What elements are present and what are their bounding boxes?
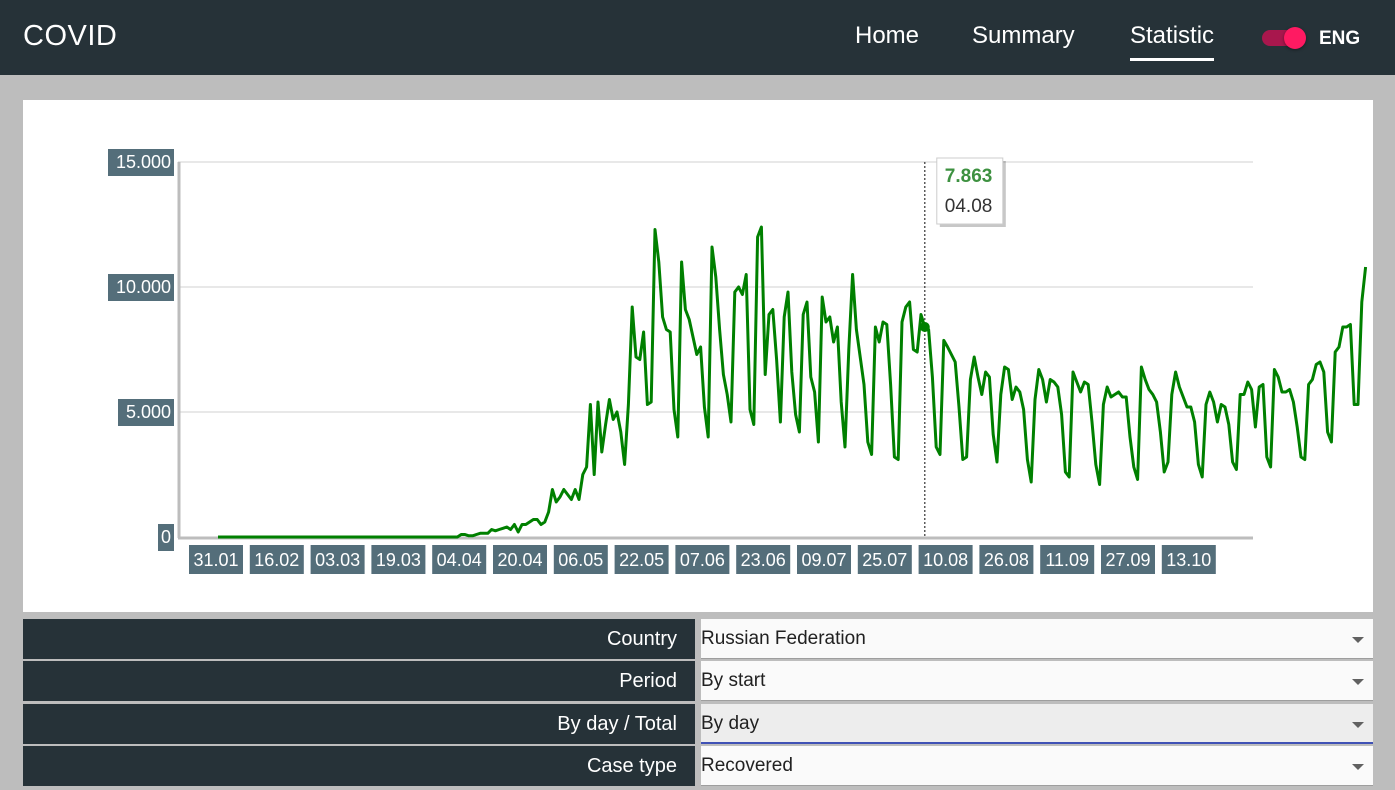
x-tick-label: 22.05 [619, 550, 664, 570]
x-tick-label: 06.05 [558, 550, 603, 570]
x-tick-label: 11.09 [1045, 550, 1089, 570]
x-tick-label-bg [675, 545, 730, 574]
x-tick-label-bg [736, 545, 791, 574]
x-tick-label: 10.08 [923, 550, 968, 570]
period-label: Period [23, 661, 695, 701]
x-tick-labels: 31.01 16.02 03.03 19.03 04.04 20.04 06.05 22.05… [189, 545, 1216, 574]
toggle-thumb [1284, 27, 1306, 49]
x-tick-label-bg [797, 545, 851, 574]
app-title: COVID [23, 20, 118, 52]
x-tick-label: 04.04 [437, 550, 482, 570]
y-tick-label-bg [118, 399, 174, 426]
country-label: Country [23, 619, 695, 659]
x-tick-label-bg [857, 545, 912, 574]
y-tick-labels: 15.000 10.000 5.000 0 [108, 149, 174, 551]
x-tick-label-bg [1161, 545, 1216, 574]
mode-value: By day [701, 713, 760, 734]
x-tick-label: 07.06 [680, 550, 725, 570]
x-tick-label-bg [310, 545, 365, 574]
chart-card: 15.000 10.000 5.000 0 31.01 16.02 03.03 19.03 0… [23, 100, 1373, 612]
mode-label: By day / Total [23, 704, 695, 744]
x-tick-label: 26.08 [984, 550, 1029, 570]
y-tick-label: 15.000 [116, 152, 171, 172]
x-tick-label: 09.07 [801, 550, 846, 570]
dropdown-arrow-icon [1352, 764, 1364, 770]
case-type-label: Case type [23, 746, 695, 786]
x-tick-label-bg [979, 545, 1034, 574]
hover-point [919, 322, 930, 332]
tooltip-date: 04.08 [945, 196, 993, 217]
x-tick-label: 13.10 [1166, 550, 1211, 570]
chart-axes [177, 162, 1253, 540]
country-select[interactable]: Russian Federation [701, 619, 1373, 659]
country-value: Russian Federation [701, 628, 866, 649]
tooltip-value: 7.863 [945, 166, 993, 187]
filter-row-mode: By day / Total By day [23, 704, 1373, 744]
x-tick-label-bg [249, 545, 304, 574]
x-tick-label-bg [614, 545, 669, 574]
language-label: ENG [1319, 28, 1361, 49]
x-tick-label-bg [371, 545, 426, 574]
nav-summary[interactable]: Summary [972, 22, 1075, 49]
x-tick-label-bg [553, 545, 608, 574]
x-tick-label: 31.01 [193, 550, 238, 570]
x-tick-label: 23.06 [741, 550, 786, 570]
x-tick-label: 20.04 [497, 550, 542, 570]
x-tick-label: 19.03 [376, 550, 421, 570]
case-type-select[interactable]: Recovered [701, 746, 1373, 786]
nav-statistic[interactable]: Statistic [1130, 22, 1215, 61]
x-tick-label-bg [493, 545, 547, 574]
dropdown-arrow-icon [1352, 637, 1364, 643]
recovered-line-chart[interactable]: 15.000 10.000 5.000 0 31.01 16.02 03.03 19.03 0… [23, 100, 1373, 612]
y-tick-label-bg [108, 274, 174, 301]
x-tick-label-bg [189, 545, 243, 574]
x-tick-label-bg [1101, 545, 1155, 574]
series-line-recovered [218, 225, 1368, 539]
chart-tooltip: 7.863 04.08 [936, 157, 1006, 227]
period-value: By start [701, 670, 766, 691]
nav-home[interactable]: Home [855, 22, 920, 49]
x-tick-label: 25.07 [862, 550, 907, 570]
x-tick-label: 03.03 [315, 550, 360, 570]
mode-select[interactable]: By day [701, 704, 1373, 744]
period-select[interactable]: By start [701, 661, 1373, 701]
y-tick-label: 10.000 [116, 277, 171, 297]
x-tick-label: 27.09 [1105, 550, 1150, 570]
y-tick-label-bg [158, 524, 174, 551]
x-tick-label-bg [1040, 545, 1095, 574]
case-type-value: Recovered [701, 755, 793, 776]
filter-row-case-type: Case type Recovered [23, 746, 1373, 786]
x-tick-label: 16.02 [254, 550, 299, 570]
y-tick-label: 5.000 [126, 402, 171, 422]
dropdown-arrow-icon [1352, 722, 1364, 728]
dropdown-arrow-icon [1352, 679, 1364, 685]
y-tick-label-bg [108, 149, 174, 176]
filter-row-country: Country Russian Federation [23, 619, 1373, 659]
y-tick-label: 0 [161, 527, 171, 547]
x-tick-label-bg [432, 545, 487, 574]
app-bar: COVID Home Summary Statistic ENG [0, 0, 1395, 75]
language-toggle[interactable] [1262, 27, 1308, 49]
x-tick-label-bg [918, 545, 973, 574]
filter-row-period: Period By start [23, 661, 1373, 701]
